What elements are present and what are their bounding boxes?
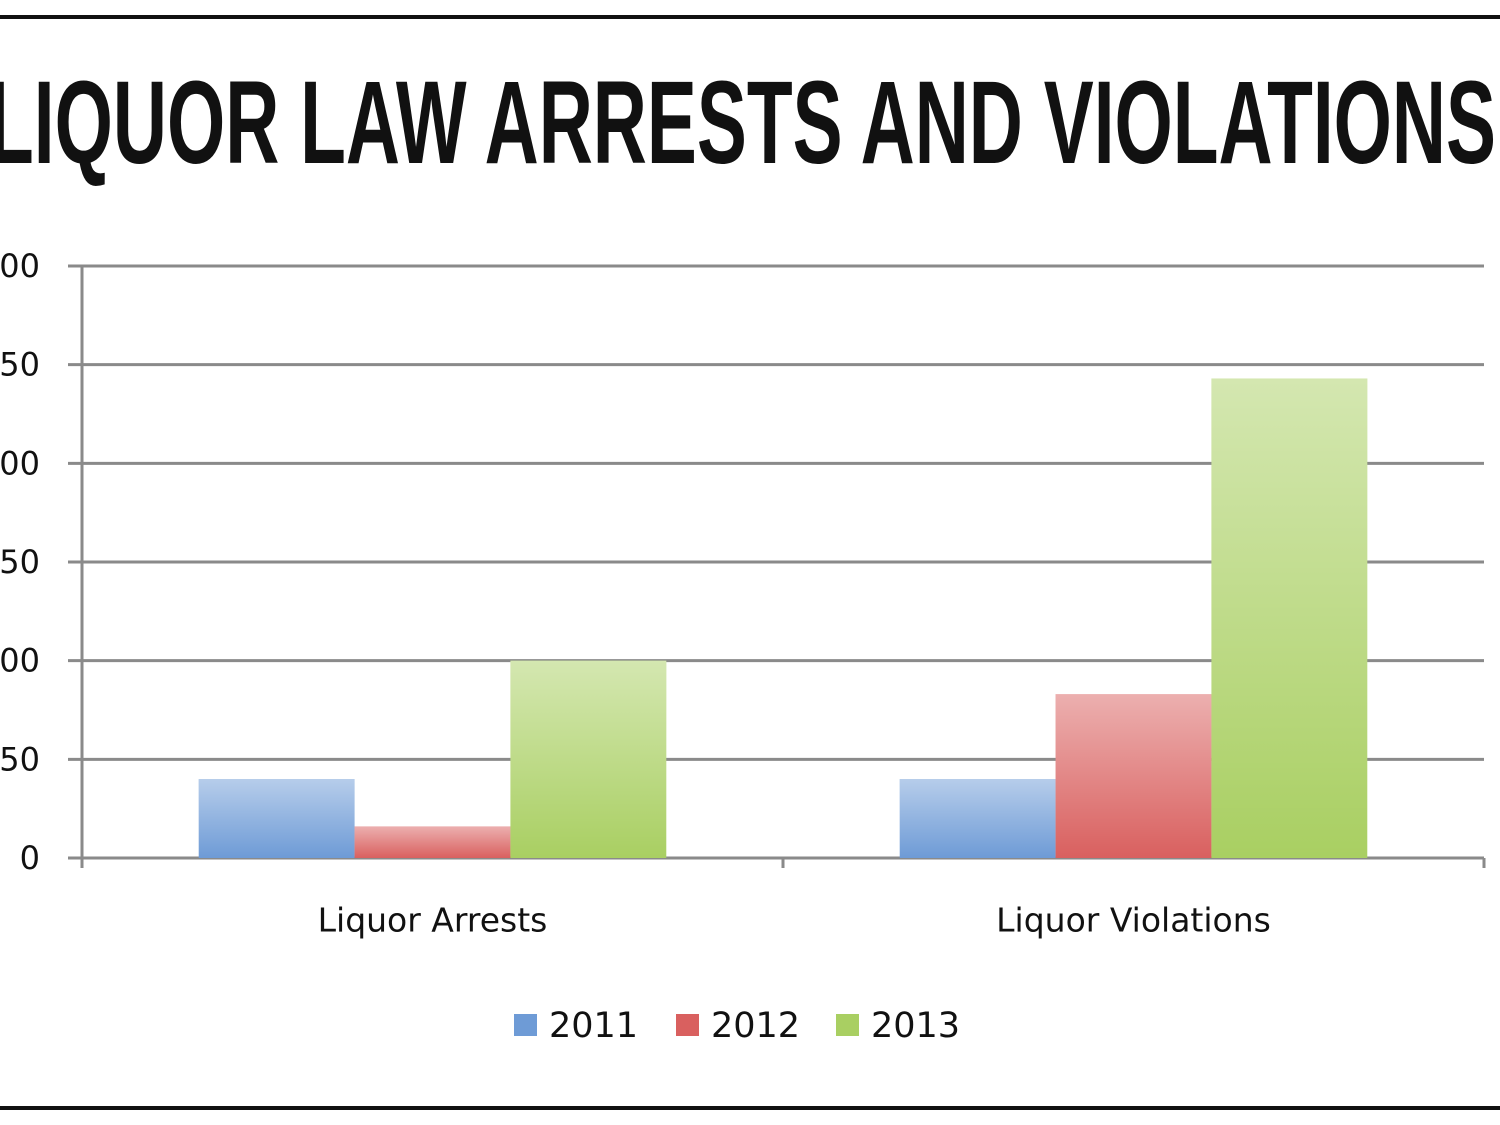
bar-shine xyxy=(198,779,355,858)
legend-label: 2012 xyxy=(711,1006,800,1046)
legend-swatch xyxy=(676,1014,699,1036)
bar-shine xyxy=(510,660,667,858)
legend-label: 2013 xyxy=(871,1006,960,1046)
y-tick-label: 0 xyxy=(20,839,40,877)
y-tick-label: 300 xyxy=(0,247,40,285)
y-tick-label: 50 xyxy=(0,740,40,778)
bar-shine xyxy=(899,779,1056,858)
y-tick-label: 150 xyxy=(0,543,40,581)
bar-shine xyxy=(1055,694,1212,858)
legend-swatch xyxy=(836,1014,859,1036)
legend-swatch xyxy=(514,1014,537,1036)
bar-shine xyxy=(354,826,511,858)
y-tick-label: 100 xyxy=(0,642,40,680)
y-tick-label: 250 xyxy=(0,346,40,384)
y-tick-label: 200 xyxy=(0,444,40,482)
x-tick-label: Liquor Violations xyxy=(996,901,1271,940)
legend-label: 2011 xyxy=(549,1006,638,1046)
bar-shine xyxy=(1211,378,1368,858)
x-tick-label: Liquor Arrests xyxy=(318,901,548,940)
chart-title: LIQUOR LAW ARRESTS AND VIOLATIONS xyxy=(0,57,1496,189)
